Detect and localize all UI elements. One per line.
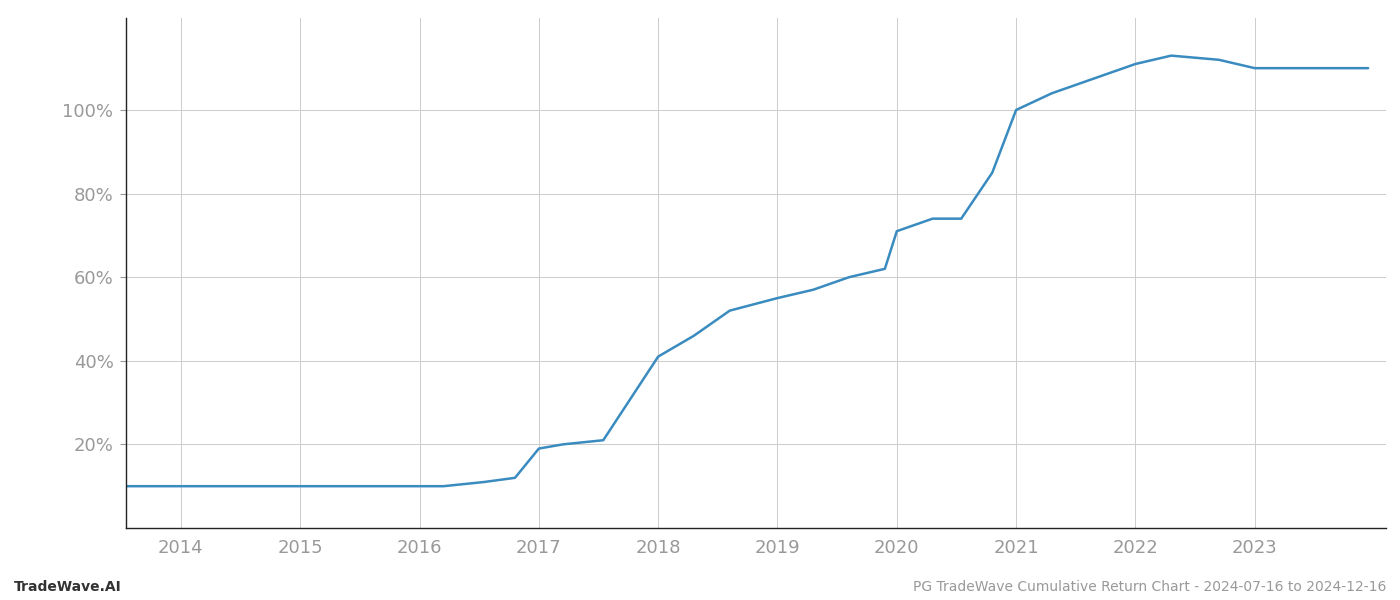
Text: PG TradeWave Cumulative Return Chart - 2024-07-16 to 2024-12-16: PG TradeWave Cumulative Return Chart - 2…: [913, 580, 1386, 594]
Text: TradeWave.AI: TradeWave.AI: [14, 580, 122, 594]
